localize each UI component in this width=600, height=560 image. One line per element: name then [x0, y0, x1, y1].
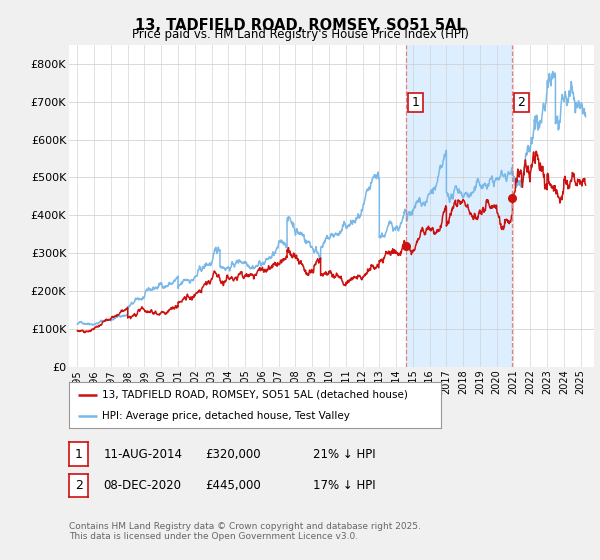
- Text: Contains HM Land Registry data © Crown copyright and database right 2025.
This d: Contains HM Land Registry data © Crown c…: [69, 522, 421, 542]
- Text: 13, TADFIELD ROAD, ROMSEY, SO51 5AL (detached house): 13, TADFIELD ROAD, ROMSEY, SO51 5AL (det…: [103, 390, 409, 400]
- Text: 17% ↓ HPI: 17% ↓ HPI: [313, 479, 376, 492]
- Text: 2: 2: [74, 479, 83, 492]
- Bar: [406, 45, 512, 367]
- Text: 08-DEC-2020: 08-DEC-2020: [103, 479, 181, 492]
- Text: £320,000: £320,000: [205, 447, 261, 461]
- Text: 11-AUG-2014: 11-AUG-2014: [103, 447, 182, 461]
- Text: 1: 1: [74, 447, 83, 461]
- Text: £445,000: £445,000: [205, 479, 261, 492]
- Text: 13, TADFIELD ROAD, ROMSEY, SO51 5AL: 13, TADFIELD ROAD, ROMSEY, SO51 5AL: [134, 18, 466, 33]
- Text: Price paid vs. HM Land Registry's House Price Index (HPI): Price paid vs. HM Land Registry's House …: [131, 28, 469, 41]
- Text: HPI: Average price, detached house, Test Valley: HPI: Average price, detached house, Test…: [103, 411, 350, 421]
- Text: 1: 1: [412, 96, 419, 109]
- Text: 21% ↓ HPI: 21% ↓ HPI: [313, 447, 376, 461]
- Text: 2: 2: [518, 96, 526, 109]
